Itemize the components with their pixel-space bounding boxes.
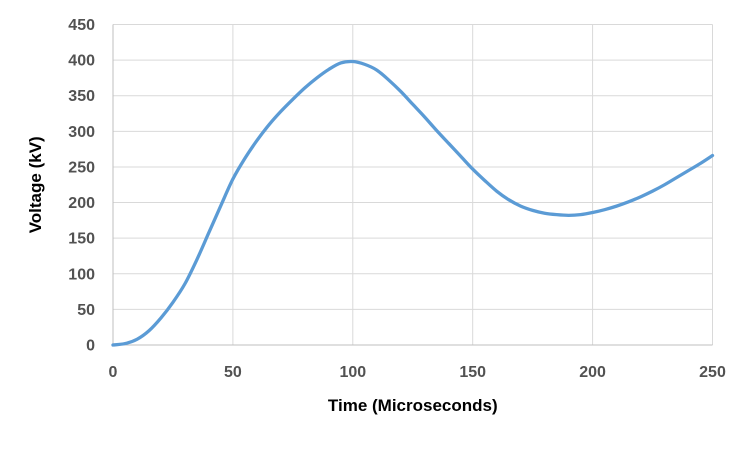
y-tick-label: 100 (68, 266, 95, 283)
axis-lines (112, 24, 713, 346)
x-tick-label: 200 (579, 364, 606, 381)
voltage-series-line (111, 59, 715, 347)
y-axis-title: Voltage (kV) (26, 136, 45, 233)
x-tick-label: 250 (699, 364, 726, 381)
x-axis-title: Time (Microseconds) (328, 396, 498, 415)
y-tick-label: 400 (68, 53, 95, 70)
y-tick-label: 0 (86, 338, 95, 355)
y-tick-label: 150 (68, 231, 95, 248)
x-tick-label: 0 (109, 364, 118, 381)
y-tick-label: 250 (68, 159, 95, 176)
y-tick-label: 450 (68, 17, 95, 34)
gridlines (113, 24, 713, 345)
y-axis-tick-labels: 0 50 100 150 200 250 300 350 400 450 (68, 17, 95, 355)
y-tick-label: 300 (68, 124, 95, 141)
y-tick-label: 200 (68, 195, 95, 212)
y-tick-label: 50 (77, 302, 95, 319)
x-axis-tick-labels: 0 50 100 150 200 250 (109, 364, 726, 381)
x-tick-label: 50 (224, 364, 242, 381)
y-tick-label: 350 (68, 88, 95, 105)
x-tick-label: 150 (459, 364, 486, 381)
x-tick-label: 100 (339, 364, 366, 381)
